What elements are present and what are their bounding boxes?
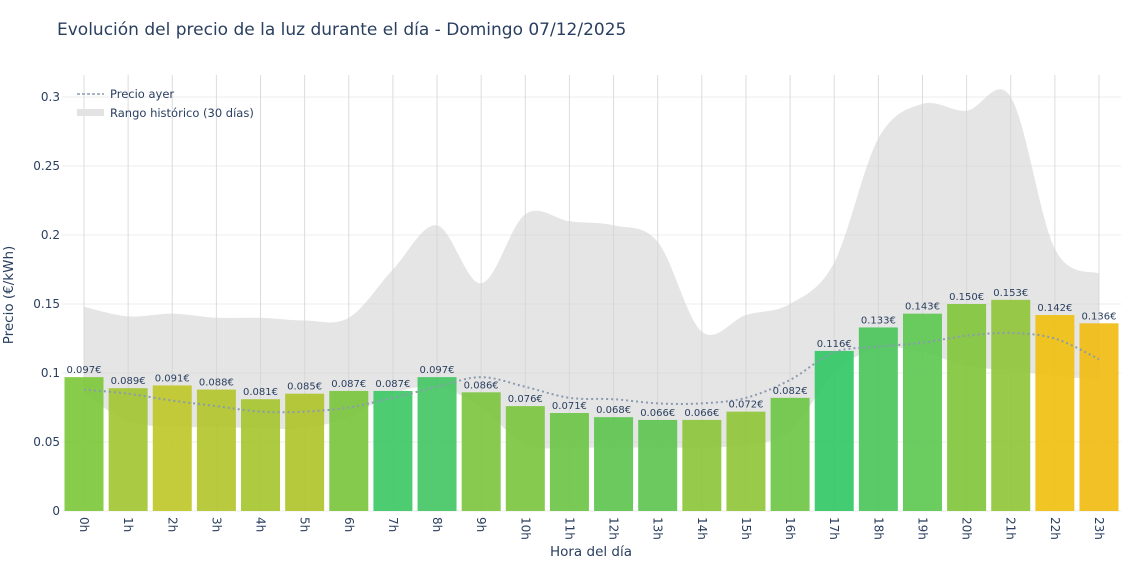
bar-19h	[902, 313, 942, 511]
x-tick-label: 22h	[1048, 517, 1062, 540]
legend-band-swatch	[77, 109, 104, 116]
x-tick-label: 19h	[915, 517, 929, 540]
y-tick-label: 0.15	[33, 297, 60, 311]
bar-5h	[285, 393, 325, 511]
data-label: 0.116€	[817, 339, 852, 350]
x-tick-label: 18h	[871, 517, 885, 540]
x-tick-label: 23h	[1092, 517, 1106, 540]
x-tick-label: 1h	[121, 517, 135, 532]
bar-3h	[196, 389, 236, 511]
data-label: 0.142€	[1037, 303, 1072, 314]
bar-17h	[814, 350, 854, 511]
data-label: 0.071€	[552, 401, 587, 412]
bar-12h	[594, 417, 634, 511]
x-tick-label: 4h	[254, 517, 268, 532]
x-tick-label: 7h	[386, 517, 400, 532]
y-tick-label: 0.3	[41, 90, 60, 104]
axes: 0 0.05 0.1 0.15 0.2 0.25 0.3 0h 1h 2h 3h 4h 5h 6h 7h 8h…	[33, 90, 1106, 540]
x-tick-label: 2h	[165, 517, 179, 532]
x-axis-label: Hora del día	[550, 544, 632, 560]
data-labels: 0.097€ 0.089€ 0.091€ 0.088€ 0.081€ 0.085€ 0.08…	[67, 288, 1117, 419]
data-label: 0.091€	[155, 373, 190, 384]
x-tick-label: 3h	[209, 517, 223, 532]
data-label: 0.097€	[67, 365, 102, 376]
x-tick-label: 8h	[430, 517, 444, 532]
bar-10h	[505, 406, 545, 511]
bar-13h	[638, 419, 678, 511]
y-axis-label: Precio (€/kWh)	[1, 246, 17, 345]
bar-20h	[947, 304, 987, 511]
bar-15h	[726, 411, 766, 511]
data-label: 0.085€	[287, 382, 322, 393]
x-tick-label: 12h	[607, 517, 621, 540]
y-tick-label: 0.2	[41, 228, 60, 242]
data-label: 0.087€	[375, 379, 410, 390]
data-label: 0.089€	[111, 376, 146, 387]
x-tick-label: 6h	[342, 517, 356, 532]
bar-18h	[858, 327, 898, 511]
y-tick-label: 0.1	[41, 366, 60, 380]
data-label: 0.136€	[1082, 311, 1117, 322]
chart-title: Evolución del precio de la luz durante e…	[57, 20, 627, 40]
bar-11h	[549, 413, 589, 511]
data-label: 0.076€	[508, 394, 543, 405]
data-label: 0.150€	[949, 292, 984, 303]
x-tick-label: 9h	[474, 517, 488, 532]
y-tick-label: 0	[52, 504, 60, 518]
legend[interactable]: Precio ayer Rango histórico (30 días)	[77, 87, 254, 120]
bar-23h	[1079, 323, 1119, 511]
x-tick-label: 0h	[77, 517, 91, 532]
x-tick-label: 11h	[562, 517, 576, 540]
x-tick-label: 15h	[739, 517, 753, 540]
data-label: 0.068€	[596, 405, 631, 416]
bar-22h	[1035, 315, 1075, 511]
x-tick-label: 10h	[518, 517, 532, 540]
bar-0h	[64, 377, 104, 511]
data-label: 0.081€	[243, 387, 278, 398]
bar-14h	[682, 419, 722, 511]
x-tick-label: 20h	[960, 517, 974, 540]
legend-range[interactable]: Rango histórico (30 días)	[110, 106, 254, 120]
x-tick-label: 5h	[298, 517, 312, 532]
x-tick-label: 14h	[695, 517, 709, 540]
bar-6h	[329, 390, 369, 511]
bar-4h	[241, 399, 281, 511]
y-tick-label: 0.25	[33, 159, 60, 173]
x-tick-label: 17h	[827, 517, 841, 540]
data-label: 0.097€	[420, 365, 455, 376]
data-label: 0.153€	[993, 288, 1028, 299]
bar-8h	[417, 377, 457, 511]
x-tick-label: 21h	[1004, 517, 1018, 540]
yesterday-line	[83, 331, 1100, 414]
bar-16h	[770, 397, 810, 511]
historical-range-band	[84, 89, 1099, 449]
data-label: 0.082€	[773, 386, 808, 397]
x-tick-label: 13h	[651, 517, 665, 540]
data-label: 0.087€	[331, 379, 366, 390]
y-tick-label: 0.05	[33, 435, 60, 449]
data-label: 0.086€	[464, 380, 499, 391]
x-tick-label: 16h	[783, 517, 797, 540]
data-label: 0.072€	[728, 400, 763, 411]
bar-2h	[152, 385, 192, 511]
data-label: 0.066€	[684, 408, 719, 419]
historical-range-area	[84, 89, 1099, 449]
bar-7h	[373, 390, 413, 511]
data-label: 0.088€	[199, 378, 234, 389]
data-label: 0.066€	[640, 408, 675, 419]
bars	[64, 299, 1119, 511]
bar-1h	[108, 388, 148, 511]
yesterday-price-line	[83, 331, 1100, 414]
legend-yesterday[interactable]: Precio ayer	[110, 87, 174, 101]
bar-9h	[461, 392, 501, 511]
bar-21h	[991, 299, 1031, 511]
data-label: 0.143€	[905, 302, 940, 313]
data-label: 0.133€	[861, 315, 896, 326]
